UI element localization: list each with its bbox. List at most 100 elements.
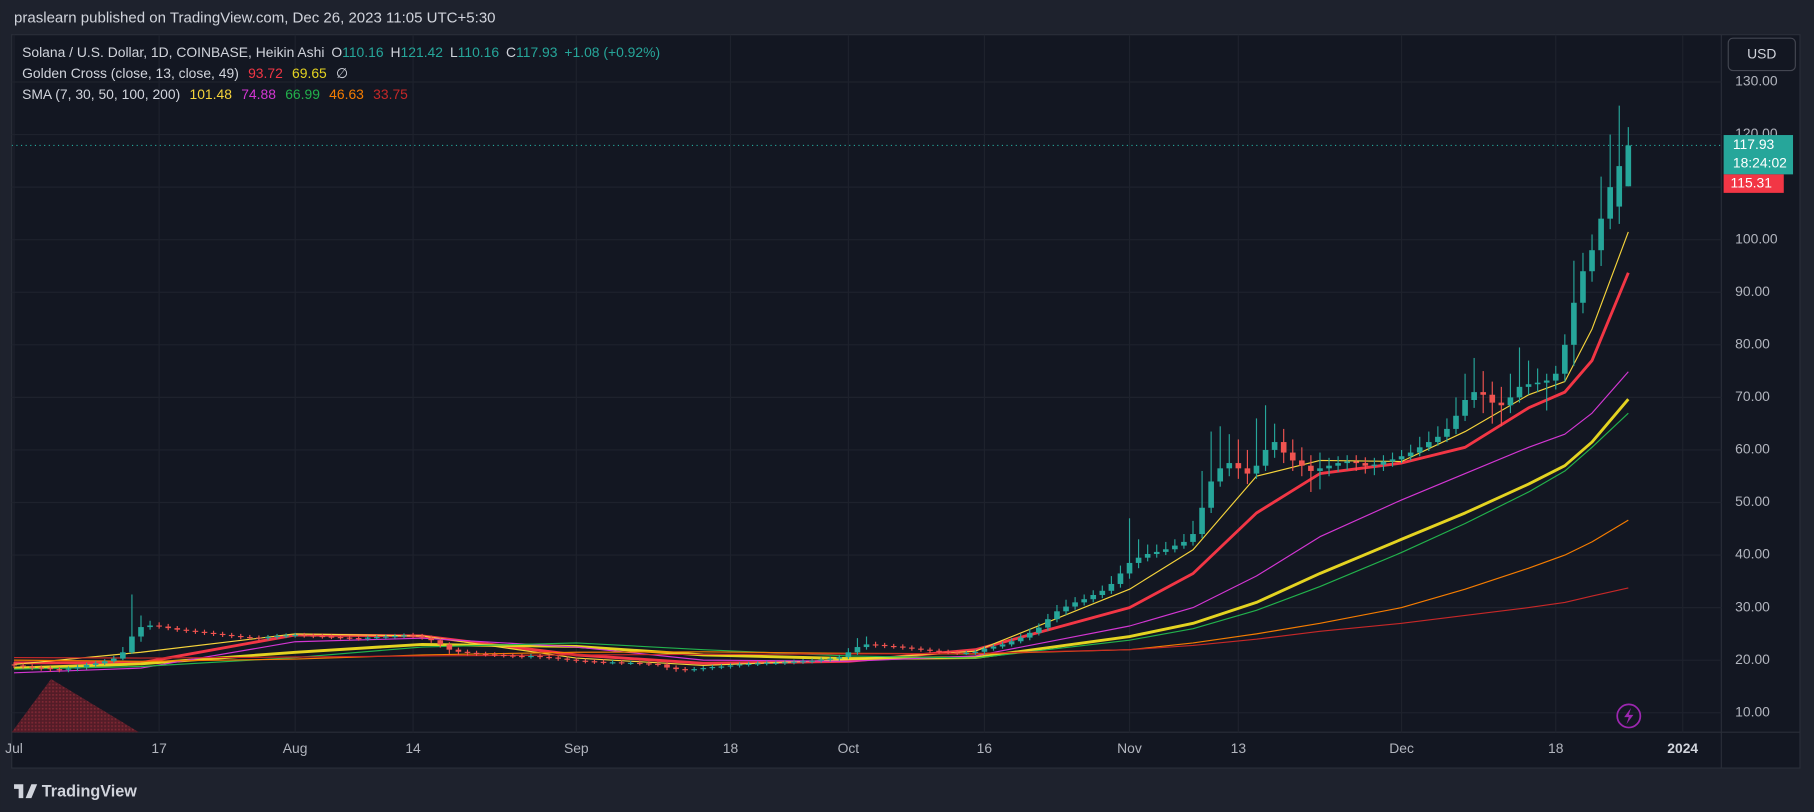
candle-body <box>1353 461 1360 464</box>
indicator-symbol: ∅ <box>336 65 348 81</box>
x-tick-label: 17 <box>151 740 167 756</box>
candle-body <box>1552 373 1559 381</box>
candle-body <box>1026 632 1033 638</box>
candle-body <box>301 634 308 637</box>
candle-body <box>228 634 235 637</box>
candle-body <box>1017 637 1024 642</box>
candle-body <box>500 654 507 657</box>
y-tick-label: 100.00 <box>1735 230 1778 246</box>
candle-body <box>990 646 997 649</box>
candle-body <box>845 652 852 658</box>
plot-area <box>11 105 1722 674</box>
y-tick-label: 50.00 <box>1735 493 1770 509</box>
candle-body <box>74 667 81 669</box>
candle-body <box>247 637 253 639</box>
brand-logo <box>14 784 38 799</box>
candle-body <box>1244 468 1251 474</box>
candle-body <box>745 663 752 666</box>
candle-body <box>927 649 933 651</box>
indicator-title: SMA (7, 30, 50, 100, 200) <box>22 86 180 102</box>
candle-body <box>183 629 190 631</box>
x-tick-label: Dec <box>1389 740 1414 756</box>
candle-body <box>1117 573 1124 584</box>
candle-body <box>1308 465 1314 471</box>
candle-body <box>265 637 271 639</box>
candle-body <box>274 636 280 638</box>
candle-body <box>1317 468 1323 471</box>
x-tick-label: Nov <box>1117 740 1142 756</box>
currency-button[interactable] <box>1727 37 1796 72</box>
candle-body <box>519 655 525 658</box>
candle-body <box>827 658 834 660</box>
candle-body <box>709 667 716 669</box>
candle-body <box>1199 507 1205 535</box>
candle-body <box>482 653 489 656</box>
x-tick-label: Jul <box>5 740 23 756</box>
candle-body <box>1516 386 1523 398</box>
candle-body <box>1435 436 1441 443</box>
marker-price-tag <box>1723 174 1784 193</box>
candle-body <box>564 658 571 660</box>
y-tick-label: 90.00 <box>1735 283 1770 299</box>
candle-body <box>1425 442 1432 448</box>
candle-body <box>410 635 416 637</box>
y-tick-label: 20.00 <box>1735 651 1770 667</box>
candle-body <box>1235 463 1242 469</box>
currency[interactable]: USD <box>1747 46 1776 62</box>
candle-body <box>981 648 988 652</box>
change: +1.08 (+0.92%) <box>564 44 660 60</box>
indicator-value: 69.65 <box>292 65 327 81</box>
candle-body <box>464 651 471 653</box>
candle-body <box>428 637 435 641</box>
candle-body <box>473 652 480 654</box>
candle-body <box>736 664 743 666</box>
candle-body <box>537 655 543 658</box>
candle-body <box>836 657 843 659</box>
candle-body <box>700 668 707 670</box>
candle-body <box>1389 459 1396 462</box>
y-tick-label: 30.00 <box>1735 598 1770 614</box>
candle-body <box>310 635 317 637</box>
candle-body <box>1063 606 1069 612</box>
candle-body <box>691 669 698 671</box>
candle-body <box>11 664 17 666</box>
candle-body <box>319 636 326 638</box>
candle-body <box>800 661 806 663</box>
candle-body <box>1208 481 1214 508</box>
candle-body <box>1162 549 1169 552</box>
candle-body <box>818 659 824 661</box>
indicator-line <box>13 231 1629 667</box>
ohlc-letter: H <box>391 44 401 60</box>
candle-body <box>165 626 172 629</box>
y-tick-label: 10.00 <box>1735 703 1770 719</box>
candle-body <box>1344 461 1350 464</box>
candle-body <box>763 662 770 664</box>
candle-body <box>863 644 870 648</box>
shaded-zone <box>11 678 139 733</box>
candle-body <box>881 644 888 647</box>
candle-body <box>954 652 961 654</box>
candle-body <box>1190 534 1196 542</box>
ohlc-letter: L <box>450 44 458 60</box>
candle-body <box>1217 468 1224 482</box>
y-tick-label: 60.00 <box>1735 441 1770 457</box>
candle-body <box>1081 599 1087 603</box>
brand: TradingView <box>42 783 137 801</box>
indicator-line <box>14 587 1629 659</box>
candle-body <box>618 662 625 664</box>
alert-bolt <box>1624 707 1634 725</box>
candle-body <box>1181 541 1187 546</box>
candle-body <box>1299 460 1305 466</box>
indicator-title: Golden Cross (close, 13, close, 49) <box>22 65 239 81</box>
x-tick-label: Oct <box>838 740 860 756</box>
candle-body <box>1562 344 1568 374</box>
y-tick-label: 40.00 <box>1735 546 1770 562</box>
candle-body <box>782 662 788 664</box>
candle-body <box>510 655 516 657</box>
candle-body <box>29 666 35 668</box>
candle-body <box>355 638 362 640</box>
candle-body <box>237 636 244 638</box>
candle-body <box>1008 641 1015 645</box>
indicator-value: 74.88 <box>241 86 276 102</box>
alert-icon[interactable] <box>1616 703 1642 729</box>
